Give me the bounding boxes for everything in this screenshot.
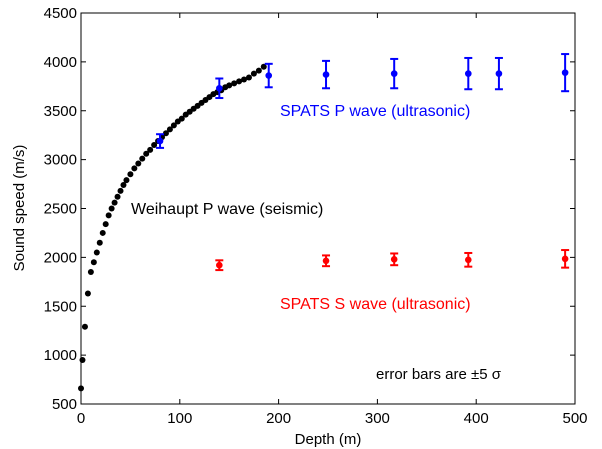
data-point (79, 357, 86, 364)
annotation-spats-s: SPATS S wave (ultrasonic) (280, 296, 471, 313)
data-point (390, 70, 398, 77)
y-tick-label: 3000 (44, 152, 77, 169)
data-point (156, 137, 164, 145)
data-point (561, 69, 569, 76)
data-point (108, 205, 115, 212)
data-point (495, 70, 503, 77)
data-point (93, 249, 100, 256)
data-point (120, 182, 127, 189)
data-point (143, 150, 150, 157)
y-tick-label: 2000 (44, 249, 77, 266)
data-point (81, 323, 88, 330)
y-tick-label: 4500 (44, 5, 77, 22)
data-point (170, 122, 177, 129)
data-point (151, 141, 158, 148)
data-point (241, 76, 248, 83)
y-tick-label: 4000 (44, 54, 77, 71)
annotation-spats-p: SPATS P wave (ultrasonic) (280, 103, 470, 120)
series-0 (78, 63, 267, 392)
data-point (561, 255, 569, 263)
axis-layer: 0 100 200 300 400 500 500 1000 1500 2000 2500 3000 3… (44, 5, 588, 427)
data-point (90, 259, 97, 266)
data-point (245, 74, 252, 81)
data-point (117, 187, 124, 194)
y-axis-label: Sound speed (m/s) (11, 145, 28, 272)
data-point (260, 63, 267, 70)
data-point (464, 70, 472, 77)
y-tick-label: 3500 (44, 103, 77, 120)
data-point (226, 82, 233, 89)
data-point (216, 84, 223, 92)
series-1 (156, 53, 570, 149)
data-point (166, 126, 173, 133)
data-point (114, 193, 121, 200)
data-point (265, 72, 273, 79)
data-point (216, 261, 223, 269)
data-point (99, 229, 106, 236)
data-point (139, 155, 146, 162)
data-point (111, 199, 118, 206)
annotation-error-bars: error bars are ±5 σ (376, 366, 502, 383)
x-axis-label: Depth (m) (295, 431, 362, 448)
data-point (131, 165, 138, 172)
x-tick-label: 0 (77, 410, 85, 427)
y-tick-label: 500 (52, 396, 77, 413)
data-point (390, 256, 398, 263)
annotation-weihaupt: Weihaupt P wave (seismic) (131, 201, 323, 218)
data-point (102, 221, 109, 228)
data-point (96, 239, 103, 246)
x-tick-label: 100 (167, 410, 192, 427)
series-2 (215, 249, 570, 272)
data-point (84, 290, 91, 297)
data-point (250, 70, 257, 77)
data-point (87, 269, 94, 276)
data-point (322, 257, 330, 265)
data-point (236, 78, 243, 85)
y-tick-label: 1000 (44, 347, 77, 364)
y-tick-label: 1500 (44, 298, 77, 315)
x-tick-label: 400 (464, 410, 489, 427)
data-point (162, 130, 169, 137)
data-point (127, 171, 134, 178)
plot-layer (78, 53, 570, 392)
data-point (322, 71, 330, 78)
data-point (255, 67, 262, 74)
y-tick-label: 2500 (44, 201, 77, 218)
data-point (135, 160, 142, 167)
x-tick-label: 500 (562, 410, 587, 427)
x-tick-label: 200 (266, 410, 291, 427)
data-point (147, 146, 154, 153)
data-point (123, 177, 130, 184)
data-point (105, 212, 112, 219)
data-point (464, 256, 472, 264)
data-point (178, 115, 185, 122)
x-tick-label: 300 (365, 410, 390, 427)
data-point (231, 80, 238, 87)
